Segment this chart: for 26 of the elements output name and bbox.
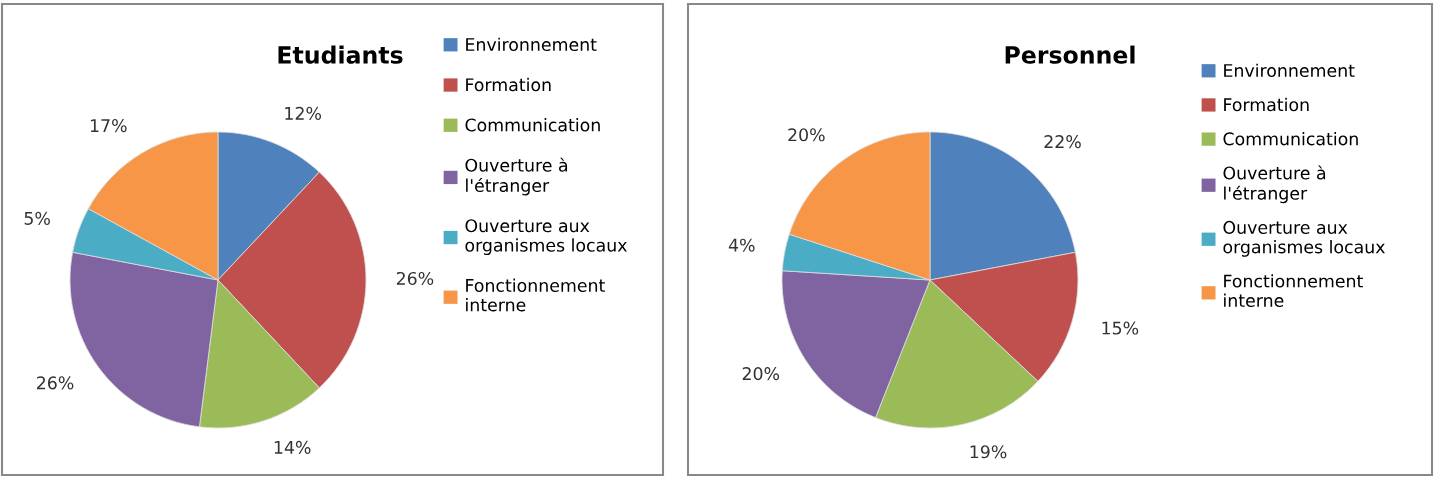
data-label: 12% <box>285 106 322 120</box>
legend-label: Ouverture aux organismes locaux <box>465 219 627 256</box>
data-label: 15% <box>1102 321 1139 335</box>
legend-label: Ouverture à l'étranger <box>465 157 568 196</box>
data-label: 22% <box>1044 135 1081 149</box>
data-label: 19% <box>970 445 1007 459</box>
legend-label: Environnement <box>466 37 597 52</box>
legend-label: Formation <box>466 77 551 92</box>
legend-label: Communication <box>1223 131 1358 146</box>
legend-label: Ouverture à l'étranger <box>1223 165 1326 204</box>
data-label: 26% <box>37 376 74 390</box>
data-label: 4% <box>728 238 755 252</box>
data-label: 20% <box>788 128 825 142</box>
data-label: 17% <box>90 119 127 133</box>
data-label: 5% <box>24 211 50 225</box>
data-label: 14% <box>274 440 311 454</box>
chart-title: Etudiants <box>278 45 403 64</box>
legend-label: Environnement <box>1224 63 1355 78</box>
chart-title: Personnel <box>1005 45 1135 64</box>
legend-label: Formation <box>1224 97 1309 112</box>
legend-label: Fonctionnement interne <box>1224 274 1363 308</box>
legend-label: Fonctionnement interne <box>466 278 605 312</box>
legend-label: Ouverture aux organismes locaux <box>1223 220 1385 257</box>
data-label: 20% <box>742 367 780 381</box>
legend-label: Communication <box>465 118 600 132</box>
data-label: 26% <box>396 271 434 286</box>
